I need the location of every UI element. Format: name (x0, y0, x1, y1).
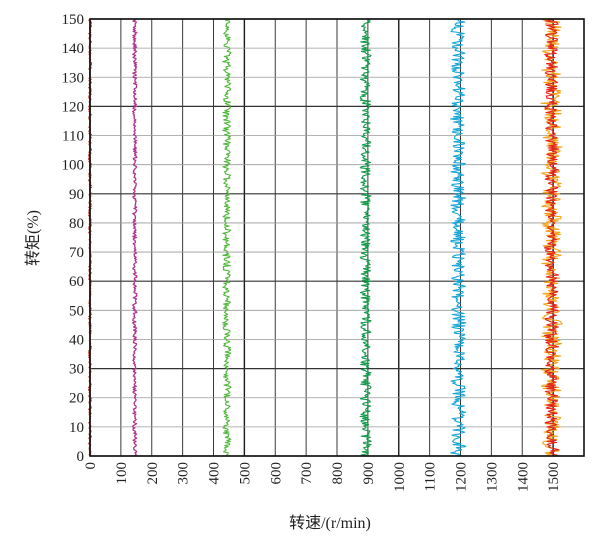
x-tick-labels: 0 100 200 300 400 500 600 700 800 900 1000 1100 1200… (83, 462, 562, 492)
x-tick-label: 500 (237, 462, 253, 485)
y-tick-label: 40 (69, 332, 84, 348)
x-tick-label: 600 (268, 462, 284, 485)
series-trace-s900 (359, 18, 372, 457)
plot-frame (89, 18, 585, 457)
y-tick-label: 140 (62, 41, 85, 57)
series-trace-s1500_a (540, 18, 563, 457)
y-tick-label: 120 (62, 99, 85, 115)
x-tick-label: 1500 (546, 462, 562, 492)
y-tick-label: 0 (77, 449, 85, 465)
series-trace-s150 (132, 18, 138, 457)
plot-area-border (89, 18, 585, 457)
y-tick-label: 150 (62, 12, 85, 28)
y-tick-label: 90 (69, 187, 84, 203)
y-tick-label: 10 (69, 420, 84, 436)
y-tick-labels: 0 10 20 30 40 50 60 70 80 90 100 110 120 130 140 150 (62, 12, 85, 465)
x-tick-label: 400 (207, 462, 223, 485)
x-tick-label: 300 (176, 462, 192, 485)
series-trace-s450 (222, 18, 232, 457)
x-tick-label: 1100 (423, 462, 439, 491)
y-tick-label: 50 (69, 303, 84, 319)
x-tick-label: 700 (299, 462, 315, 485)
grid (89, 18, 585, 457)
x-tick-label: 1400 (515, 462, 531, 492)
y-tick-label: 110 (62, 129, 84, 145)
series-trace-s1200 (450, 18, 467, 457)
x-axis-label: 转速/(r/min) (289, 514, 371, 532)
y-axis-label: 转矩(%) (24, 210, 42, 266)
x-tick-label: 200 (145, 462, 161, 485)
y-tick-label: 30 (69, 362, 84, 378)
y-tick-label: 80 (69, 216, 84, 232)
y-tick-label: 100 (62, 158, 85, 174)
x-tick-label: 800 (330, 462, 346, 485)
y-tick-label: 60 (69, 274, 84, 290)
y-tick-label: 70 (69, 245, 84, 261)
x-tick-label: 1300 (484, 462, 500, 492)
x-tick-label: 0 (83, 462, 99, 470)
x-tick-label: 900 (361, 462, 377, 485)
y-tick-label: 130 (62, 70, 85, 86)
x-tick-label: 1000 (392, 462, 408, 492)
x-tick-label: 100 (114, 462, 130, 485)
y-tick-label: 20 (69, 391, 84, 407)
x-tick-label: 1200 (454, 462, 470, 492)
series-trace-s1500_b (544, 18, 560, 457)
